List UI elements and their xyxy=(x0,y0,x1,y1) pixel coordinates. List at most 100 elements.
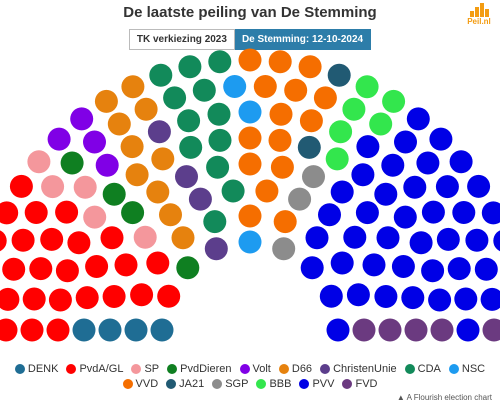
seat[interactable] xyxy=(305,226,329,250)
seat[interactable] xyxy=(27,150,51,174)
seat[interactable] xyxy=(355,201,379,225)
seat[interactable] xyxy=(121,75,145,99)
legend-item[interactable]: JA21 xyxy=(166,378,204,390)
legend-item[interactable]: PvdDieren xyxy=(167,363,232,375)
seat[interactable] xyxy=(376,226,400,250)
seat[interactable] xyxy=(403,175,427,199)
seat[interactable] xyxy=(430,318,454,342)
seat[interactable] xyxy=(272,237,296,261)
seat[interactable] xyxy=(40,227,64,251)
seat[interactable] xyxy=(55,200,79,224)
seat[interactable] xyxy=(55,259,79,283)
seat[interactable] xyxy=(255,179,279,203)
seat[interactable] xyxy=(342,97,366,121)
seat[interactable] xyxy=(481,201,500,225)
seat[interactable] xyxy=(456,318,480,342)
seat[interactable] xyxy=(207,102,231,126)
seat[interactable] xyxy=(393,205,417,229)
seat[interactable] xyxy=(416,151,440,175)
seat[interactable] xyxy=(238,126,262,150)
seat[interactable] xyxy=(83,205,107,229)
seat[interactable] xyxy=(346,283,370,307)
seat[interactable] xyxy=(330,251,354,275)
seat[interactable] xyxy=(41,175,65,199)
seat[interactable] xyxy=(330,180,354,204)
seat[interactable] xyxy=(238,152,262,176)
seat[interactable] xyxy=(447,257,471,281)
seat[interactable] xyxy=(208,128,232,152)
tab-tk-verkiezing-2023[interactable]: TK verkiezing 2023 xyxy=(128,29,235,50)
seat[interactable] xyxy=(381,153,405,177)
seat[interactable] xyxy=(192,78,216,102)
seat[interactable] xyxy=(401,286,425,310)
seat[interactable] xyxy=(454,287,478,311)
tab-de-stemming[interactable]: De Stemming: 12-10-2024 xyxy=(234,29,372,50)
seat[interactable] xyxy=(421,259,445,283)
seat[interactable] xyxy=(67,231,91,255)
seat[interactable] xyxy=(355,75,379,99)
seat[interactable] xyxy=(238,48,262,72)
seat[interactable] xyxy=(102,285,126,308)
seat[interactable] xyxy=(352,318,376,342)
seat[interactable] xyxy=(374,182,398,206)
seat[interactable] xyxy=(325,147,349,171)
seat[interactable] xyxy=(48,288,72,312)
seat[interactable] xyxy=(298,55,322,79)
seat[interactable] xyxy=(452,201,476,224)
seat[interactable] xyxy=(177,109,201,133)
seat[interactable] xyxy=(85,255,109,278)
seat[interactable] xyxy=(163,86,187,110)
seat[interactable] xyxy=(268,50,292,74)
seat[interactable] xyxy=(0,287,20,311)
seat[interactable] xyxy=(157,284,181,308)
seat[interactable] xyxy=(46,318,70,342)
seat[interactable] xyxy=(273,210,297,234)
seat[interactable] xyxy=(429,127,453,151)
seat[interactable] xyxy=(297,135,321,159)
seat[interactable] xyxy=(369,112,393,136)
seat[interactable] xyxy=(9,174,33,198)
seat[interactable] xyxy=(313,86,337,110)
seat[interactable] xyxy=(382,89,406,113)
seat[interactable] xyxy=(0,318,18,342)
seat[interactable] xyxy=(467,174,491,198)
seat[interactable] xyxy=(221,179,245,203)
seat[interactable] xyxy=(421,200,445,224)
legend-item[interactable]: PvdA/GL xyxy=(66,363,123,375)
flourish-credit[interactable]: ▲ A Flourish election chart xyxy=(397,393,492,402)
seat[interactable] xyxy=(268,128,292,152)
seat[interactable] xyxy=(318,203,341,227)
seat[interactable] xyxy=(404,318,428,342)
seat[interactable] xyxy=(223,75,247,98)
seat[interactable] xyxy=(493,229,500,252)
seat[interactable] xyxy=(22,287,46,311)
seat[interactable] xyxy=(146,251,170,275)
seat[interactable] xyxy=(356,135,380,159)
seat[interactable] xyxy=(179,135,203,159)
seat[interactable] xyxy=(175,165,198,189)
legend-item[interactable]: BBB xyxy=(256,378,291,390)
seat[interactable] xyxy=(149,63,173,87)
seat[interactable] xyxy=(238,230,262,254)
seat[interactable] xyxy=(327,63,351,87)
seat[interactable] xyxy=(343,225,367,249)
seat[interactable] xyxy=(124,318,148,342)
seat[interactable] xyxy=(329,120,353,144)
seat[interactable] xyxy=(151,147,175,171)
seat[interactable] xyxy=(176,256,200,280)
seat[interactable] xyxy=(130,283,154,307)
seat[interactable] xyxy=(94,89,118,113)
seat[interactable] xyxy=(284,78,308,102)
seat[interactable] xyxy=(0,229,7,252)
seat[interactable] xyxy=(374,285,398,308)
seat[interactable] xyxy=(75,286,99,310)
seat[interactable] xyxy=(73,175,97,199)
seat[interactable] xyxy=(171,226,195,250)
legend-item[interactable]: ChristenUnie xyxy=(320,363,397,375)
seat[interactable] xyxy=(269,102,293,126)
seat[interactable] xyxy=(480,287,500,311)
seat[interactable] xyxy=(302,165,325,189)
seat[interactable] xyxy=(114,253,138,277)
seat[interactable] xyxy=(2,257,26,281)
seat[interactable] xyxy=(100,226,124,250)
